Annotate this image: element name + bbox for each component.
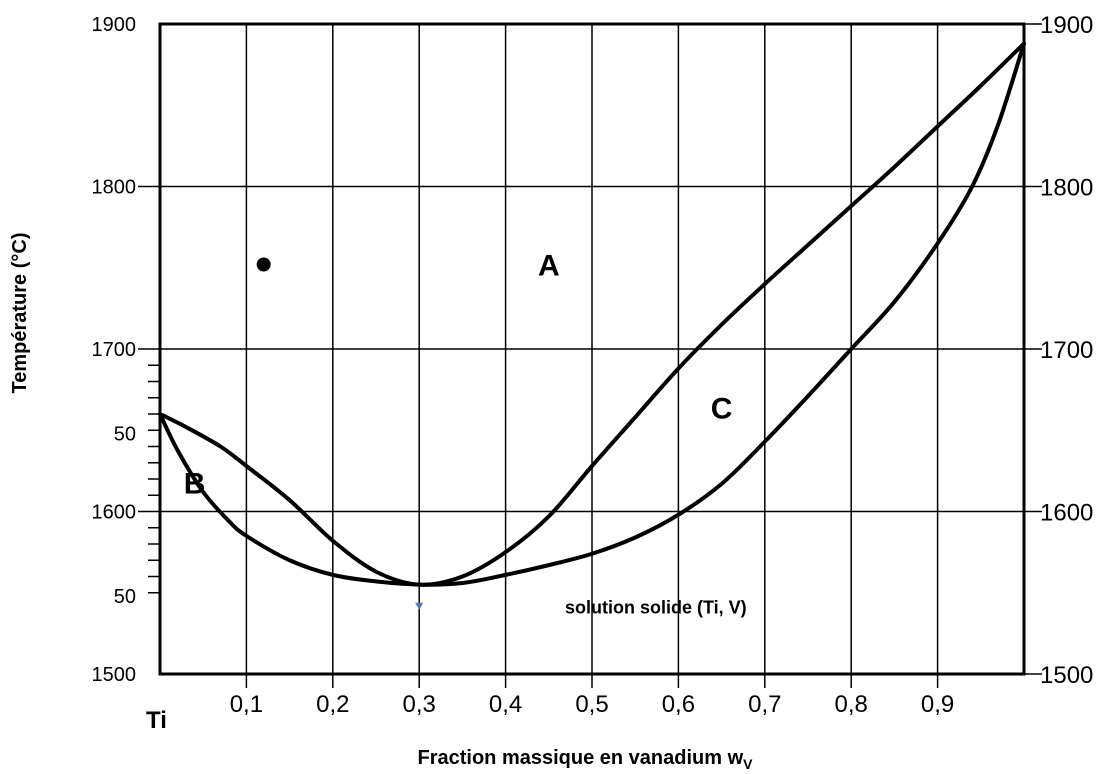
- points: [256, 257, 424, 610]
- x-tick-label: 0,8: [835, 691, 868, 718]
- x-tick-label: 0,5: [575, 691, 608, 718]
- x-tick-label: 0,9: [921, 691, 954, 718]
- y-tick-label-right: 1500: [1040, 662, 1093, 689]
- x-tick-label: 0,7: [748, 691, 781, 718]
- y-tick-label-left: 1900: [92, 14, 137, 36]
- curves: [158, 41, 1026, 587]
- x-tick-label: 0,4: [489, 691, 522, 718]
- region-label-c: C: [711, 393, 733, 426]
- y-tick-label-left: 1800: [92, 177, 137, 199]
- region-label-b: B: [184, 467, 206, 500]
- y-axis-title: Température (°C): [9, 233, 31, 394]
- minor-ticks: [148, 364, 160, 594]
- plot-frame: [158, 22, 1026, 676]
- x-axis-title-main: Fraction massique en vanadium w: [418, 747, 744, 769]
- x-tick-label: 0,2: [316, 691, 349, 718]
- y-tick-label-right: 1700: [1040, 337, 1093, 364]
- x-axis-title-sub: V: [743, 756, 753, 772]
- x-axis-title: Fraction massique en vanadium wV: [418, 747, 754, 772]
- liquidus-curve: [158, 41, 1026, 587]
- grid-lines: [138, 23, 1042, 688]
- region-label-a: A: [538, 250, 560, 283]
- solid-solution-label: solution solide (Ti, V): [565, 597, 747, 617]
- labels: 0,1 0,2 0,3 0,4 0,5 0,6 0,7 0,8 0,9 1900 1800 1700 5…: [92, 12, 1094, 718]
- solidus-curve: [158, 41, 1026, 587]
- x-tick-label: 0,3: [403, 691, 436, 718]
- y-tick-label-left: 50: [114, 423, 136, 445]
- y-tick-label-right: 1800: [1040, 175, 1093, 202]
- y-tick-label-right: 1600: [1040, 500, 1093, 527]
- marker-point: [415, 602, 424, 610]
- y-tick-label-left: 1600: [92, 502, 137, 524]
- origin-label: Ti: [146, 707, 167, 734]
- y-tick-label-left: 1500: [92, 664, 137, 686]
- y-tick-label-right: 1900: [1040, 12, 1093, 39]
- x-tick-label: 0,6: [662, 691, 695, 718]
- composition-point: [256, 257, 271, 272]
- y-tick-label-left: 50: [114, 586, 136, 608]
- x-tick-label: 0,1: [230, 691, 263, 718]
- y-tick-label-left: 1700: [92, 339, 137, 361]
